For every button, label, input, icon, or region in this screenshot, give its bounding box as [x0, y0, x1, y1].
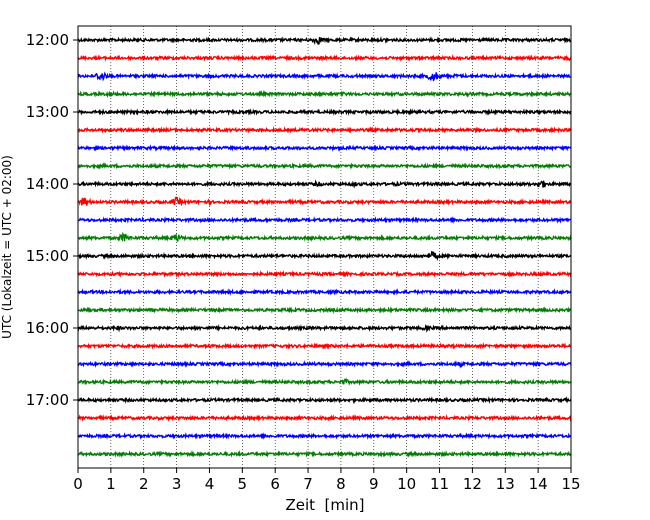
trace-line [77, 126, 572, 134]
x-tick-label: 11 [430, 475, 449, 493]
x-tick-label: 13 [496, 475, 515, 493]
x-tick-label: 1 [106, 475, 116, 493]
y-tick-label: 17:00 [26, 391, 69, 409]
trace-line [77, 377, 572, 386]
trace-line [77, 54, 572, 62]
trace-line [77, 144, 572, 152]
x-tick-label: 15 [561, 475, 580, 493]
trace-line [77, 71, 572, 82]
y-axis-label: UTC (Lokalzeit = UTC + 02:00) [0, 155, 14, 339]
x-tick-label: 4 [205, 475, 215, 493]
trace-line [77, 414, 572, 422]
trace-line [77, 90, 572, 98]
trace-line [77, 231, 572, 242]
trace-line [77, 306, 572, 315]
trace-line [77, 323, 572, 333]
x-tick-label: 0 [73, 475, 83, 493]
x-tick-label: 7 [303, 475, 313, 493]
trace-line [77, 196, 572, 207]
y-tick-label: 13:00 [26, 103, 69, 121]
traces [77, 36, 572, 458]
trace-line [77, 449, 572, 458]
trace-line [77, 250, 572, 261]
trace-line [77, 342, 572, 350]
y-tick-label: 15:00 [26, 247, 69, 265]
x-tick-label: 8 [336, 475, 346, 493]
x-ticks: 0 1 2 3 4 5 6 7 8 9 10 11 12 13 14 15 [73, 468, 581, 493]
x-tick-label: 9 [369, 475, 379, 493]
trace-line [77, 36, 572, 45]
y-tick-label: 16:00 [26, 319, 69, 337]
trace-line [77, 288, 572, 296]
trace-line [77, 162, 572, 170]
trace-line [77, 108, 572, 117]
x-tick-label: 2 [139, 475, 149, 493]
x-tick-label: 14 [529, 475, 548, 493]
x-tick-label: 3 [172, 475, 182, 493]
x-tick-label: 5 [238, 475, 248, 493]
trace-line [77, 179, 572, 189]
x-tick-label: 6 [270, 475, 280, 493]
x-tick-label: 12 [463, 475, 482, 493]
x-tick-label: 10 [397, 475, 416, 493]
y-tick-label: 12:00 [26, 31, 69, 49]
trace-line [77, 216, 572, 224]
y-tick-label: 14:00 [26, 175, 69, 193]
trace-line [77, 396, 572, 405]
trace-line [77, 432, 572, 440]
plot-area-frame [77, 25, 572, 469]
trace-line [77, 270, 572, 279]
x-axis-label: Zeit [min] [285, 496, 364, 514]
trace-line [77, 359, 572, 369]
y-ticks: 12:00 13:00 14:00 15:00 16:00 17:00 [26, 31, 78, 409]
